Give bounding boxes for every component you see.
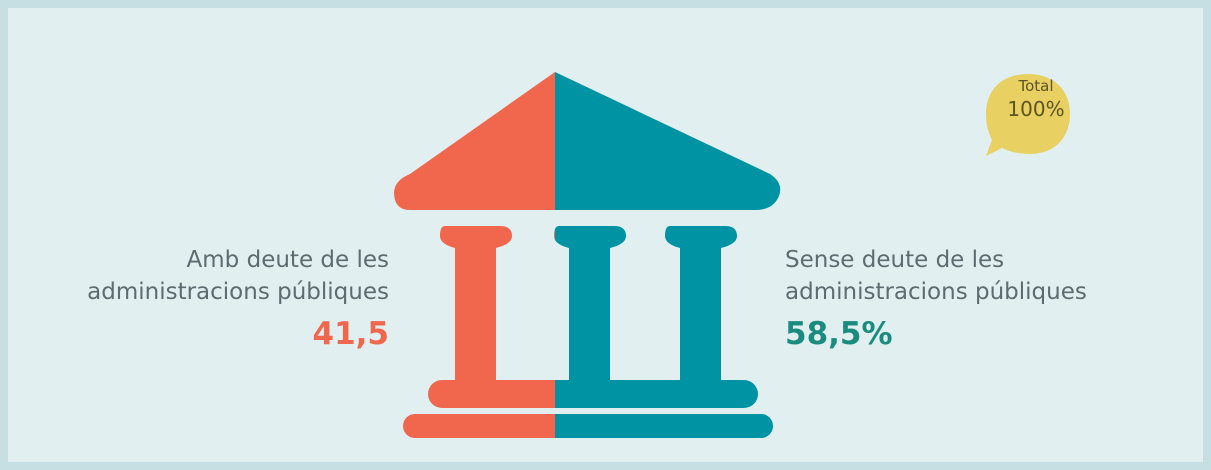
no-debt-category-label: Sense deute de les administracions públi… bbox=[785, 244, 1087, 308]
debt-label-line2: administracions públiques bbox=[87, 279, 389, 305]
total-value: 100% bbox=[1007, 97, 1065, 121]
total-speech-bubble-icon bbox=[986, 74, 1070, 156]
no-debt-value-label: 58,5% bbox=[785, 316, 893, 352]
total-label: Total bbox=[1018, 77, 1054, 95]
total-badge: Total 100% bbox=[990, 76, 1082, 122]
debt-value-label: 41,5 bbox=[312, 316, 390, 352]
no-debt-label-line2: administracions públiques bbox=[785, 279, 1087, 305]
debt-label-line1: Amb deute de les bbox=[186, 247, 389, 273]
debt-category-label: Amb deute de les administracions públiqu… bbox=[87, 244, 389, 308]
no-debt-label-line1: Sense deute de les bbox=[785, 247, 1005, 273]
